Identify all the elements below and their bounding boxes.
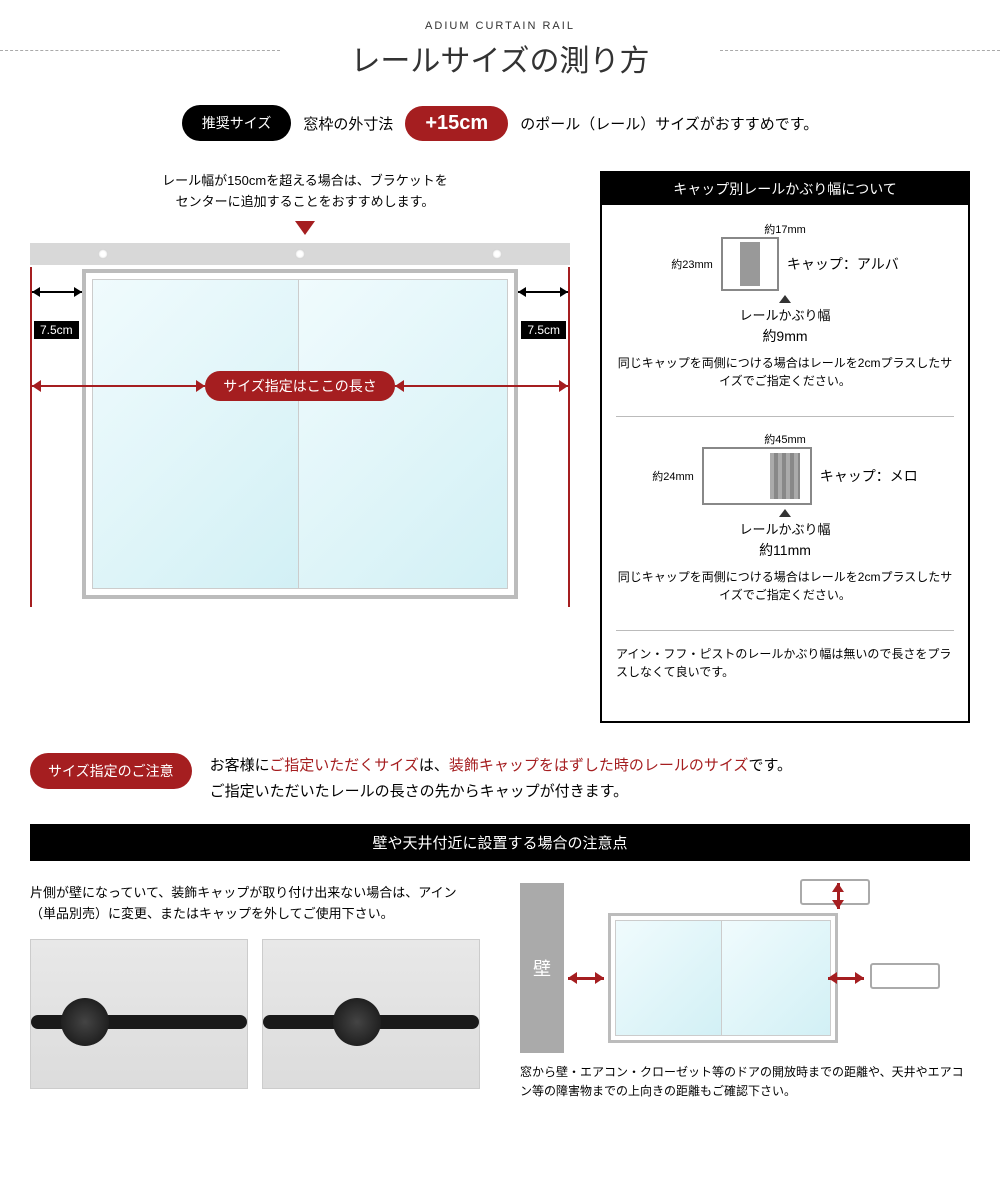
mini-pane [615, 920, 725, 1036]
install-section-title: 壁や天井付近に設置する場合の注意点 [30, 824, 970, 861]
cap-panel-title: キャップ別レールかぶり幅について [602, 173, 968, 205]
window-diagram: 7.5cm 7.5cm サイズ指定はここの長さ [30, 243, 570, 613]
window-pane [298, 279, 508, 589]
cap-block-alba: 約17mm 約23mm キャップ：アルバ レールかぶり幅 約9mm 同じキャップ… [616, 221, 954, 404]
recommend-row: 推奨サイズ 窓枠の外寸法 +15cm のポール（レール）サイズがおすすめです。 [30, 105, 970, 141]
cap-name: キャップ：メロ [820, 466, 918, 486]
bracket-dot-icon [295, 249, 305, 259]
margin-label-left: 7.5cm [34, 321, 79, 339]
cap-width-label: 約17mm [616, 221, 954, 237]
install-left-panel: 片側が壁になっていて、装飾キャップが取り付け出来ない場合は、アイン（単品別売）に… [30, 883, 480, 1101]
measure-boundary-right [568, 267, 570, 607]
bracket-illustration [61, 998, 109, 1046]
pointer-triangle-icon [779, 509, 791, 517]
margin-arrow-right [518, 291, 568, 293]
pointer-triangle-icon [779, 295, 791, 303]
clearance-arrow-left [568, 977, 604, 980]
window-measurement-panel: レール幅が150cmを超える場合は、ブラケットを センターに追加することをおすす… [30, 171, 580, 723]
install-right-panel: 壁 窓から壁・エアコン・クローゼット等のドアの開放時までの距離や、天井やエアコン… [520, 883, 970, 1101]
size-notice-row: サイズ指定のご注意 お客様にご指定いただくサイズは、装飾キャップをはずした時のレ… [30, 753, 970, 804]
cap-overlap-label: レールかぶり幅 [616, 519, 954, 538]
measure-boundary-left [30, 267, 32, 607]
mini-pane [721, 920, 831, 1036]
curtain-rail [30, 243, 570, 265]
header-subtitle: ADIUM CURTAIN RAIL [30, 20, 970, 32]
notice-badge: サイズ指定のご注意 [30, 753, 192, 789]
cap-block-melo: 約45mm 約24mm キャップ：メロ レールかぶり幅 約11mm 同じキャップ… [616, 416, 954, 618]
cap-overlap-label: レールかぶり幅 [616, 305, 954, 324]
recommend-text-before: 窓枠の外寸法 [303, 113, 393, 134]
cap-overlap-value: 約9mm [616, 326, 954, 346]
window-pane [92, 279, 302, 589]
cap-height-label: 約24mm [652, 468, 694, 484]
wall-block: 壁 [520, 883, 564, 1053]
product-photo [30, 939, 248, 1089]
window-frame [82, 269, 518, 599]
clearance-arrow-up [837, 883, 840, 909]
page-header: ADIUM CURTAIN RAIL レールサイズの測り方 [30, 20, 970, 80]
clearance-diagram: 壁 [520, 883, 940, 1053]
recommend-highlight: +15cm [405, 106, 508, 141]
cap-overlap-panel: キャップ別レールかぶり幅について 約17mm 約23mm キャップ：アルバ レー… [600, 171, 970, 723]
size-banner-label: サイズ指定はここの長さ [205, 371, 395, 401]
notice-text: お客様にご指定いただくサイズは、装飾キャップをはずした時のレールのサイズです。 … [210, 753, 792, 804]
margin-label-right: 7.5cm [521, 321, 566, 339]
cap-note: 同じキャップを両側につける場合はレールを2cmプラスしたサイズでご指定ください。 [616, 354, 954, 390]
bracket-dot-icon [98, 249, 108, 259]
clearance-arrow-right [828, 977, 864, 980]
cap-footer: アイン・フフ・ピストのレールかぶり幅は無いので長さをプラスしなくて良いです。 [616, 630, 954, 695]
cap-height-label: 約23mm [671, 256, 713, 272]
header-title: レールサイズの測り方 [330, 36, 669, 80]
install-left-text: 片側が壁になっていて、装飾キャップが取り付け出来ない場合は、アイン（単品別売）に… [30, 883, 480, 925]
install-right-text: 窓から壁・エアコン・クローゼット等のドアの開放時までの距離や、天井やエアコン等の… [520, 1063, 970, 1101]
bracket-note: レール幅が150cmを超える場合は、ブラケットを センターに追加することをおすす… [30, 171, 580, 213]
cap-overlap-value: 約11mm [616, 540, 954, 560]
mini-window-frame [608, 913, 838, 1043]
size-specification-banner: サイズ指定はここの長さ [32, 371, 568, 401]
cap-footer-note: アイン・フフ・ピストのレールかぶり幅は無いので長さをプラスしなくて良いです。 [616, 645, 954, 681]
margin-arrow-left [32, 291, 82, 293]
cap-name: キャップ：アルバ [787, 254, 899, 274]
indicator-triangle-icon [295, 221, 315, 235]
cap-shape-melo [702, 447, 812, 505]
bracket-illustration [333, 998, 381, 1046]
recommend-badge: 推奨サイズ [182, 105, 292, 141]
recommend-text-after: のポール（レール）サイズがおすすめです。 [520, 113, 818, 134]
cap-shape-alba [721, 237, 779, 291]
cap-width-label: 約45mm [616, 431, 954, 447]
cap-note: 同じキャップを両側につける場合はレールを2cmプラスしたサイズでご指定ください。 [616, 568, 954, 604]
ac-unit-icon [870, 963, 940, 989]
bracket-dot-icon [492, 249, 502, 259]
product-photo [262, 939, 480, 1089]
